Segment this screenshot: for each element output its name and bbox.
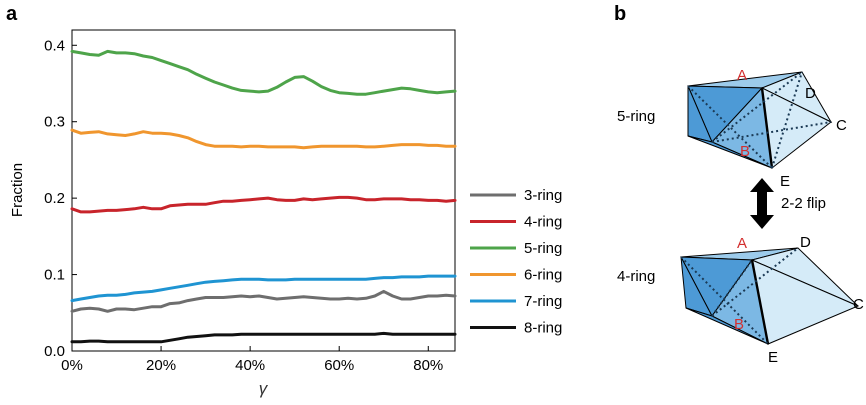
- double-arrow: [750, 178, 774, 229]
- x-tick-label: 40%: [235, 357, 265, 374]
- bottom-ring-label: 4-ring: [617, 268, 655, 285]
- line-plot: 0% 20% 40% 60% 80% 0.0 0.1 0.2 0.3 0.4: [44, 29, 457, 374]
- series-line-6-ring: [70, 128, 457, 150]
- legend-label-5-ring: 5-ring: [524, 240, 562, 257]
- legend-label-3-ring: 3-ring: [524, 187, 562, 204]
- legend-label-8-ring: 8-ring: [524, 320, 562, 337]
- series-line-7-ring: [70, 274, 457, 303]
- bottom-face: [685, 307, 769, 345]
- bottom-face: [687, 135, 773, 169]
- four-ring-polyhedron: A B D C E: [680, 234, 864, 366]
- vertex-label-a: A: [737, 235, 747, 252]
- dotted-edge-2: [711, 247, 799, 317]
- axis-ticks: 0% 20% 40% 60% 80% 0.0 0.1 0.2 0.3 0.4: [44, 37, 443, 374]
- vertex-label-c: C: [836, 117, 847, 134]
- series-line-8-ring: [70, 331, 457, 344]
- legend-label-4-ring: 4-ring: [524, 214, 562, 231]
- vertex-label-e: E: [768, 349, 778, 366]
- five-ring-polyhedron: A B D C E: [687, 67, 847, 190]
- series-line-3-ring: [70, 289, 457, 313]
- x-axis-label: γ: [259, 379, 269, 398]
- x-tick-label: 0%: [61, 357, 83, 374]
- y-tick-label: 0.1: [44, 267, 65, 284]
- legend: 3-ring 4-ring 5-ring 6-ring 7-ring 8-ring: [470, 187, 562, 337]
- dotted-edge-1: [680, 256, 769, 345]
- vertex-label-c: C: [853, 296, 864, 313]
- vertex-label-a: A: [737, 67, 747, 84]
- panel-a-label: a: [6, 3, 18, 25]
- x-tick-label: 80%: [413, 357, 443, 374]
- y-tick-label: 0.2: [44, 190, 65, 207]
- vertex-label-e: E: [780, 173, 790, 190]
- shared-edge-bottom: [750, 259, 770, 345]
- vertex-label-b: B: [740, 143, 750, 160]
- legend-label-7-ring: 7-ring: [524, 293, 562, 310]
- legend-label-6-ring: 6-ring: [524, 267, 562, 284]
- y-tick-label: 0.3: [44, 114, 65, 131]
- flip-arrow-icon: [750, 178, 774, 229]
- top-ring-label: 5-ring: [617, 108, 655, 125]
- vertex-label-d: D: [805, 85, 816, 102]
- x-tick-label: 20%: [146, 357, 176, 374]
- dotted-edge-3: [711, 259, 753, 317]
- x-tick-label: 60%: [324, 357, 354, 374]
- dotted-edge-3: [711, 121, 832, 143]
- flip-label: 2-2 flip: [781, 195, 826, 212]
- series-line-5-ring: [70, 49, 457, 96]
- series-line-4-ring: [70, 195, 457, 214]
- y-axis-label: Fraction: [9, 163, 26, 217]
- y-tick-label: 0.4: [44, 37, 65, 54]
- y-tick-label: 0.0: [44, 343, 65, 360]
- series-lines: [70, 49, 457, 344]
- dotted-edge-2: [711, 71, 803, 143]
- vertex-label-b: B: [734, 316, 744, 333]
- plot-frame: [71, 29, 456, 352]
- vertex-label-d: D: [800, 234, 811, 251]
- panel-b-label: b: [614, 3, 626, 25]
- dotted-edge-4: [771, 71, 803, 169]
